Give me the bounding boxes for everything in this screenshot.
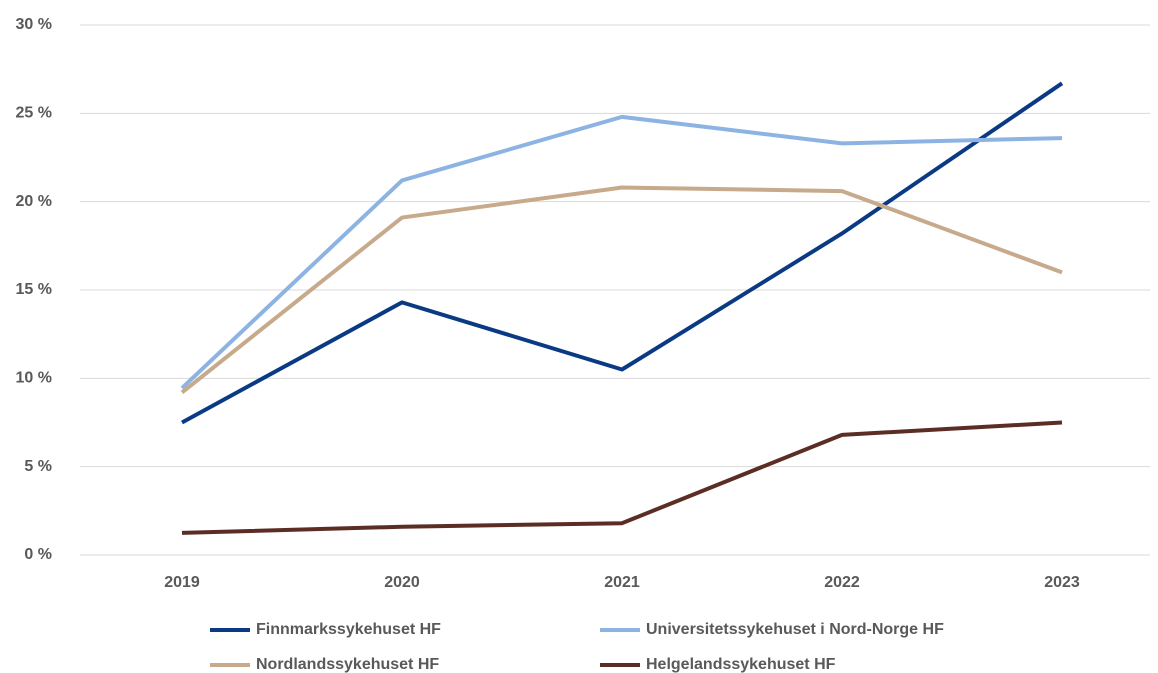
legend-label: Universitetssykehuset i Nord-Norge HF bbox=[646, 621, 944, 638]
series-line bbox=[180, 185, 1063, 395]
y-tick-label: 25 % bbox=[16, 105, 52, 122]
x-tick-label: 2020 bbox=[384, 574, 420, 591]
y-tick-label: 0 % bbox=[24, 546, 52, 563]
y-tick-label: 15 % bbox=[16, 281, 52, 298]
series-line bbox=[180, 114, 1063, 390]
x-tick-label: 2023 bbox=[1044, 574, 1080, 591]
legend-label: Nordlandssykehuset HF bbox=[256, 656, 439, 673]
y-tick-label: 20 % bbox=[16, 193, 52, 210]
y-tick-label: 10 % bbox=[16, 370, 52, 387]
y-tick-label: 30 % bbox=[16, 16, 52, 33]
x-tick-label: 2021 bbox=[604, 574, 640, 591]
series-line bbox=[181, 81, 1064, 425]
x-tick-label: 2022 bbox=[824, 574, 860, 591]
y-tick-label: 5 % bbox=[24, 458, 52, 475]
legend-label: Helgelandssykehuset HF bbox=[646, 656, 836, 673]
legend-label: Finnmarkssykehuset HF bbox=[256, 621, 441, 638]
x-tick-label: 2019 bbox=[164, 574, 200, 591]
series-line bbox=[181, 420, 1063, 535]
